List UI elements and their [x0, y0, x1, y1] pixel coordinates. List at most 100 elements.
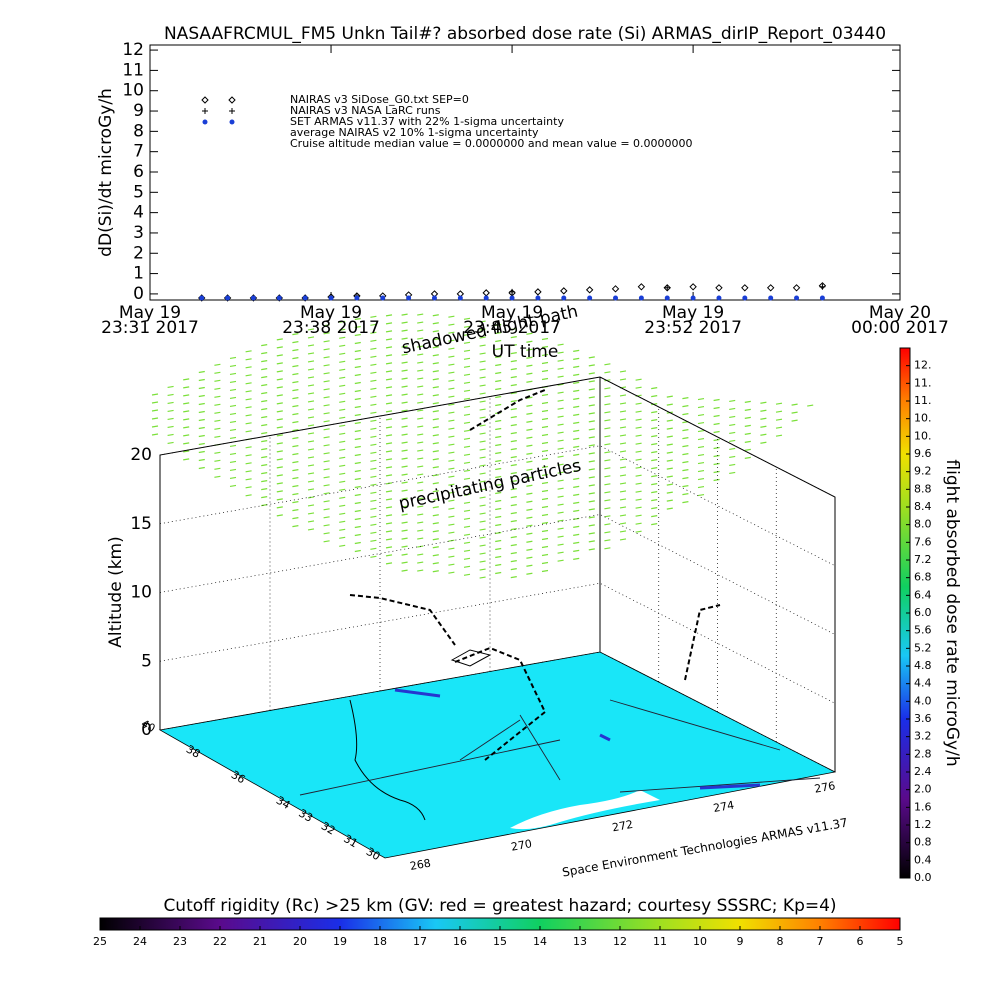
altitude-tick-label: 5: [141, 651, 152, 671]
precip-dash: [495, 571, 502, 575]
precip-dash: [619, 426, 627, 429]
precip-dash: [245, 350, 252, 353]
precip-dash: [432, 402, 439, 405]
y-tick-label: 3: [133, 223, 144, 243]
colorbar-tick-label: 4.0: [914, 694, 932, 707]
precip-dash: [417, 313, 424, 316]
precip-dash: [588, 484, 595, 487]
precip-dash: [635, 378, 642, 381]
precip-dash: [339, 376, 346, 379]
precip-dash: [635, 442, 642, 445]
precip-dash: [682, 453, 689, 456]
precip-dash: [354, 453, 361, 457]
precip-dash: [651, 499, 658, 502]
precip-dash: [526, 484, 533, 487]
precip-dash: [463, 445, 471, 448]
precip-dash: [526, 452, 533, 455]
colorbar-tick-label: 24: [133, 935, 147, 948]
precip-dash: [635, 466, 642, 469]
precip-dash: [307, 440, 315, 443]
y-axis-title: dD(Si)/dt microGy/h: [96, 88, 116, 257]
precip-dash: [510, 528, 517, 531]
precip-dash: [526, 460, 533, 463]
colorbar-tick-label: 13: [573, 935, 587, 948]
precip-dash: [479, 536, 486, 539]
precip-dash: [432, 322, 439, 325]
precip-dash: [463, 565, 471, 568]
precip-dash: [229, 444, 237, 448]
precip-dash: [292, 445, 299, 448]
precip-dash: [354, 365, 361, 369]
precip-dash: [666, 451, 673, 454]
diamond-marker: [482, 289, 490, 297]
precip-dash: [245, 486, 252, 489]
precip-dash: [198, 450, 205, 454]
colorbar-tick-label: 21: [253, 935, 267, 948]
colorbar-tick-label: 5: [897, 935, 904, 948]
precip-dash: [276, 514, 283, 517]
precip-dash: [713, 470, 720, 474]
dot-marker: [276, 295, 282, 301]
precip-dash: [276, 378, 283, 381]
precip-dash: [151, 425, 159, 428]
precip-dash: [557, 463, 564, 466]
precip-dash: [432, 514, 439, 517]
precip-dash: [713, 422, 720, 426]
precip-dash: [292, 525, 299, 528]
precip-dash: [354, 349, 361, 353]
precip-dash: [432, 490, 439, 493]
precip-dash: [214, 395, 221, 398]
precip-dash: [432, 378, 439, 381]
precip-dash: [261, 504, 268, 507]
dot-marker: [483, 295, 489, 301]
precip-dash: [385, 490, 393, 493]
x-axis-title: UT time: [492, 342, 559, 362]
precip-dash: [214, 363, 221, 366]
precip-dash: [229, 428, 237, 432]
precip-dash: [448, 347, 455, 350]
precip-dash: [261, 440, 268, 443]
precip-dash: [307, 352, 315, 355]
precip-dash: [432, 466, 439, 469]
precip-dash: [292, 461, 299, 464]
precip-dash: [167, 417, 174, 421]
precip-dash: [432, 546, 439, 549]
precip-dash: [463, 413, 471, 416]
precip-dash: [588, 516, 595, 519]
precip-dash: [463, 517, 471, 520]
precip-dash: [635, 522, 642, 525]
latitude-tick-label: 36: [229, 768, 248, 786]
precip-dash: [697, 461, 705, 465]
precip-dash: [385, 426, 393, 429]
precip-dash: [261, 360, 268, 363]
plus-marker: [509, 288, 516, 295]
precip-dash: [510, 536, 517, 539]
precip-dash: [354, 477, 361, 481]
precip-dash: [417, 497, 424, 500]
precip-dash: [526, 428, 533, 431]
precip-dash: [588, 388, 595, 391]
dot-marker: [638, 295, 644, 301]
precip-dash: [385, 554, 393, 557]
precip-dash: [557, 423, 564, 426]
precip-dash: [229, 476, 237, 480]
precip-dash: [479, 472, 486, 475]
precip-dash: [292, 333, 299, 336]
chart-title: NASAAFRCMUL_FM5 Unkn Tail#? absorbed dos…: [164, 24, 886, 44]
precip-dash: [604, 363, 611, 366]
precip-dash: [495, 459, 502, 463]
precip-dash: [432, 394, 439, 397]
precip-dash: [635, 530, 642, 533]
precip-dash: [760, 409, 767, 412]
precip-dash: [401, 417, 408, 420]
precip-dash: [417, 393, 424, 396]
colorbar-tick-label: 11.: [914, 394, 932, 407]
precip-dash: [666, 395, 673, 398]
precip-dash: [339, 480, 346, 483]
precip-dash: [588, 476, 595, 479]
precip-dash: [370, 547, 377, 550]
precip-dash: [245, 414, 252, 417]
precip-dash: [339, 400, 346, 403]
y-tick-label: 4: [133, 203, 144, 223]
precip-dash: [573, 405, 580, 408]
